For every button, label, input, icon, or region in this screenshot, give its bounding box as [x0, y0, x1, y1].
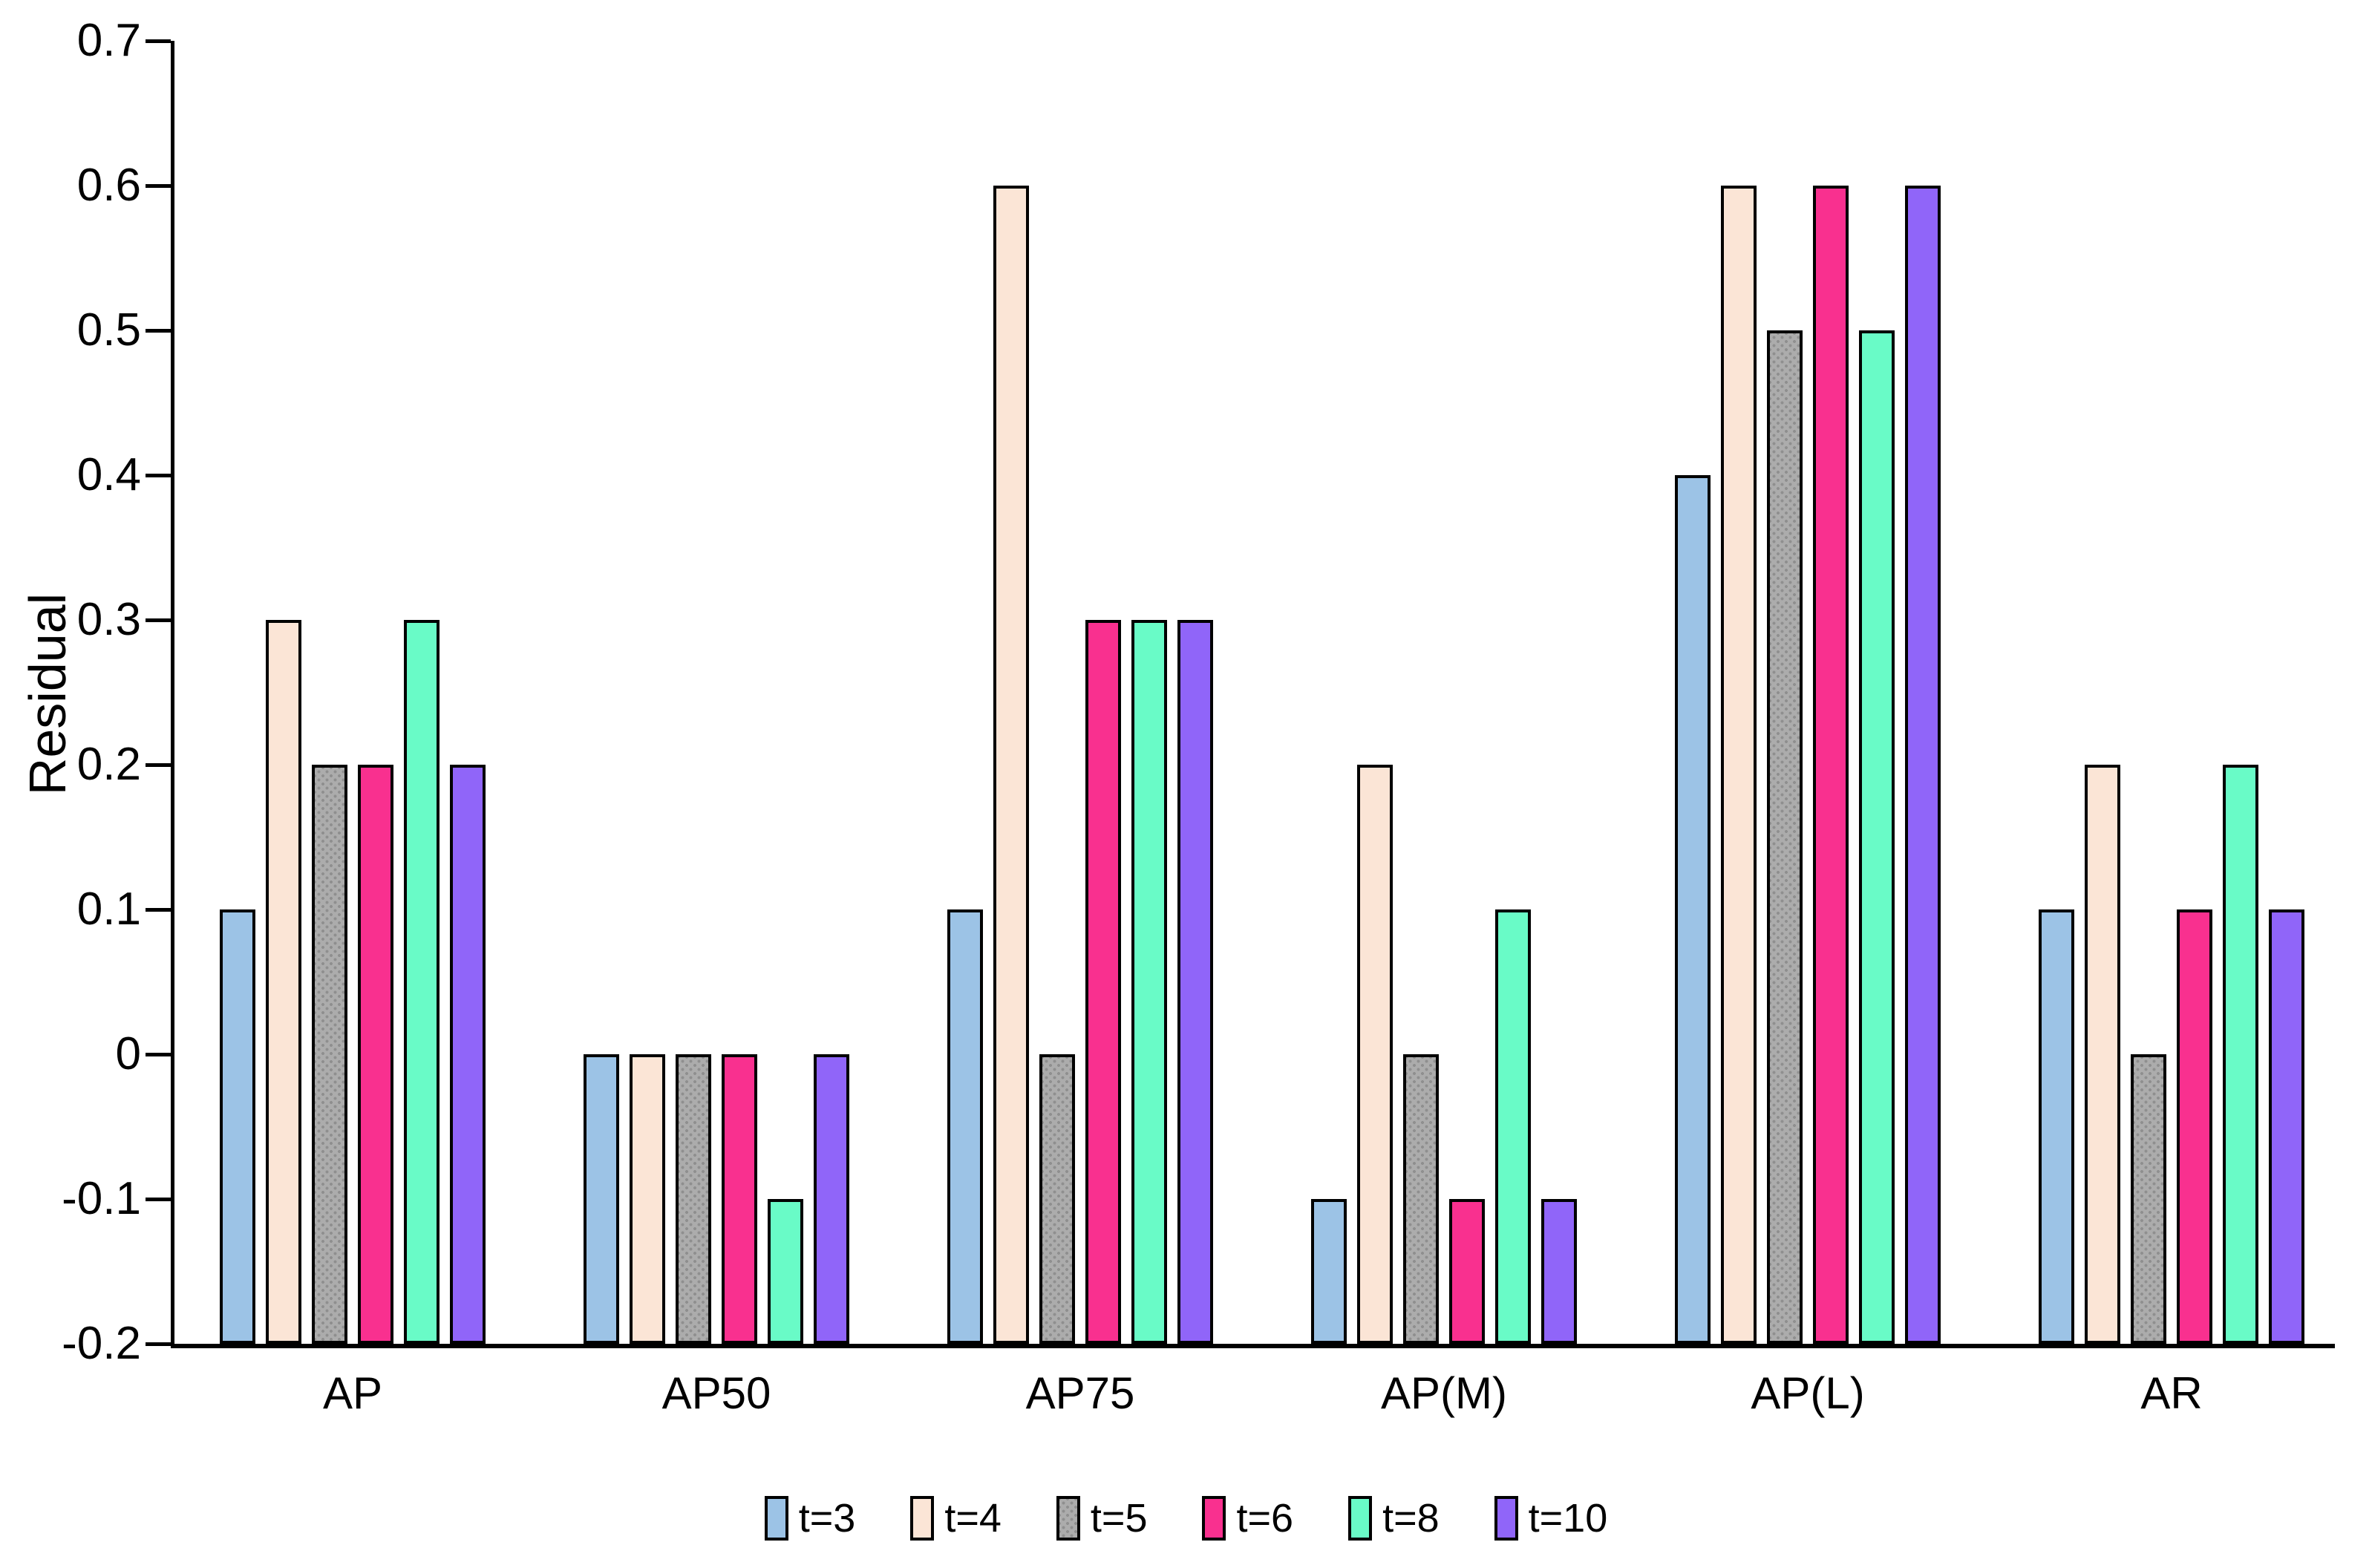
bar-ap50-t-8 [768, 1199, 803, 1344]
bar-ap-m-t-5 [1403, 1054, 1439, 1344]
legend-swatch-t-3 [764, 1496, 788, 1541]
bar-ap-l-t-8 [1859, 330, 1895, 1344]
legend-item-t-4: t=4 [910, 1496, 1002, 1541]
bar-ap-t-8 [404, 620, 440, 1344]
y-tick-mark-0-1 [146, 1197, 171, 1201]
y-tick-mark-0-7 [146, 39, 171, 43]
bar-ap50-t-4 [630, 1054, 665, 1344]
bar-ar-t-5 [2131, 1054, 2166, 1344]
legend-swatch-t-6 [1202, 1496, 1226, 1541]
legend-swatch-t-10 [1494, 1496, 1518, 1541]
bar-ap75-t-4 [993, 186, 1029, 1344]
bar-ap75-t-6 [1085, 620, 1121, 1344]
y-tick-label-0-1: 0.1 [76, 883, 141, 935]
bar-ap-l-t-10 [1905, 186, 1941, 1344]
bar-ap-t-3 [220, 909, 255, 1344]
bar-ap-m-t-4 [1357, 765, 1393, 1344]
legend-item-t-3: t=3 [764, 1496, 856, 1541]
bar-ap75-t-5 [1039, 1054, 1075, 1344]
bar-ap-l-t-4 [1721, 186, 1757, 1344]
legend-label-t-10: t=10 [1528, 1496, 1608, 1541]
y-tick-mark-0 [146, 1052, 171, 1056]
bar-ar-t-10 [2269, 909, 2304, 1344]
y-tick-mark-0-5 [146, 328, 171, 333]
bar-ap-m-t-10 [1541, 1199, 1577, 1344]
y-tick-label-0-1: -0.1 [62, 1173, 141, 1224]
y-tick-mark-0-3 [146, 618, 171, 622]
x-label-ap50: AP50 [661, 1368, 771, 1418]
legend-item-t-6: t=6 [1202, 1496, 1293, 1541]
bar-ap-l-t-5 [1767, 330, 1803, 1344]
legend-item-t-10: t=10 [1494, 1496, 1608, 1541]
x-label-ap-m: AP(M) [1381, 1368, 1507, 1418]
legend-swatch-t-4 [910, 1496, 935, 1541]
legend-label-t-5: t=5 [1090, 1496, 1148, 1541]
bar-ap-m-t-8 [1495, 909, 1531, 1344]
y-tick-mark-0-4 [146, 473, 171, 477]
bar-ap-l-t-3 [1675, 475, 1711, 1344]
bar-ap-l-t-6 [1813, 186, 1849, 1344]
legend-label-t-3: t=3 [798, 1496, 856, 1541]
y-axis-line [171, 41, 174, 1348]
legend-label-t-4: t=4 [944, 1496, 1002, 1541]
bar-ap75-t-10 [1177, 620, 1213, 1344]
x-label-ap-l: AP(L) [1751, 1368, 1865, 1418]
legend-swatch-t-5 [1056, 1496, 1080, 1541]
bar-ap75-t-8 [1131, 620, 1167, 1344]
bar-ap-t-6 [358, 765, 393, 1344]
legend-label-t-8: t=8 [1382, 1496, 1440, 1541]
bar-ar-t-4 [2085, 765, 2120, 1344]
bar-ap-m-t-6 [1449, 1199, 1485, 1344]
y-tick-mark-0-1 [146, 907, 171, 912]
y-tick-label-0-2: 0.2 [76, 739, 141, 790]
bar-ap75-t-3 [947, 909, 983, 1344]
bar-ar-t-3 [2039, 909, 2074, 1344]
bar-ap-m-t-3 [1311, 1199, 1347, 1344]
y-tick-mark-0-6 [146, 183, 171, 188]
bar-ap-t-10 [450, 765, 486, 1344]
legend-item-t-5: t=5 [1056, 1496, 1148, 1541]
x-label-ap: AP [322, 1368, 383, 1418]
legend-item-t-8: t=8 [1348, 1496, 1440, 1541]
x-label-ar: AR [2140, 1368, 2203, 1418]
legend: t=3 t=4 t=5 t=6 t=8 t=10 [0, 1485, 2372, 1552]
bar-ap-t-5 [312, 765, 347, 1344]
x-label-ap75: AP75 [1025, 1368, 1135, 1418]
bar-ap50-t-10 [814, 1054, 849, 1344]
x-axis-line [171, 1344, 2335, 1348]
y-tick-label-0-7: 0.7 [76, 15, 141, 66]
y-tick-label-0-6: 0.6 [76, 160, 141, 211]
y-tick-label-0-3: 0.3 [76, 594, 141, 645]
y-tick-label-0-4: 0.4 [76, 449, 141, 500]
bar-ar-t-8 [2223, 765, 2258, 1344]
bar-ap50-t-6 [722, 1054, 757, 1344]
legend-label-t-6: t=6 [1236, 1496, 1294, 1541]
legend-swatch-t-8 [1348, 1496, 1373, 1541]
bar-ap50-t-5 [676, 1054, 711, 1344]
y-tick-label-0-5: 0.5 [76, 304, 141, 356]
bar-ap50-t-3 [584, 1054, 619, 1344]
y-tick-label-0-2: -0.2 [62, 1318, 141, 1369]
y-tick-mark-0-2 [146, 1342, 171, 1346]
y-tick-label-0: 0 [115, 1028, 141, 1079]
bar-ar-t-6 [2177, 909, 2212, 1344]
bar-ap-t-4 [266, 620, 301, 1344]
y-tick-mark-0-2 [146, 762, 171, 767]
